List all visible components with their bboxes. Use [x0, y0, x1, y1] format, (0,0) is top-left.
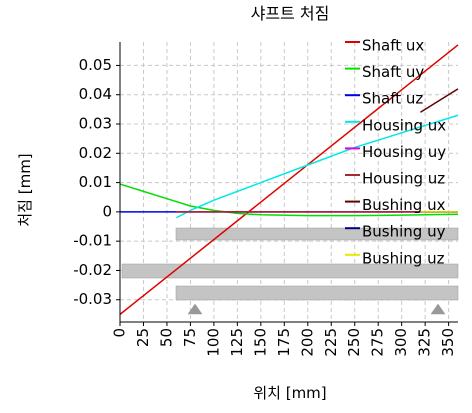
support — [430, 303, 446, 315]
series-line — [175, 114, 459, 219]
housing-shape — [175, 227, 459, 241]
legend-label: Shaft uz — [362, 90, 423, 108]
x-axis-label: 위치 [mm] — [253, 384, 326, 402]
y-tick-label: 0.05 — [79, 56, 112, 74]
y-tick-label: -0.02 — [73, 261, 112, 279]
legend-label: Bushing uz — [362, 249, 445, 267]
series-line — [420, 88, 459, 113]
x-tick-label: 75 — [181, 328, 199, 347]
y-tick-label: 0 — [102, 202, 112, 220]
legend-label: Bushing uy — [362, 223, 446, 241]
legend-label: Bushing ux — [362, 196, 446, 214]
legend: Shaft ux Shaft uy Shaft uz Housing ux Housin… — [345, 37, 446, 267]
plot — [119, 44, 459, 315]
x-tick-label: 350 — [439, 328, 457, 357]
y-tick-label: -0.03 — [73, 290, 112, 308]
series-line — [119, 44, 459, 315]
x-tick-label: 325 — [416, 328, 434, 357]
x-tick-label: 225 — [322, 328, 340, 357]
x-tick-label: 175 — [275, 328, 293, 357]
housing-shape — [175, 285, 459, 301]
x-tick-label: 300 — [392, 328, 410, 357]
geometry — [121, 227, 459, 315]
y-axis-label: 처짐 [mm] — [16, 153, 34, 226]
x-tick-label: 150 — [251, 328, 269, 357]
x-tick-label: 200 — [298, 328, 316, 357]
support — [187, 303, 203, 315]
series-line — [119, 183, 459, 217]
x-tick-label: 275 — [369, 328, 387, 357]
x-tick-label: 250 — [345, 328, 363, 357]
shaft-shape — [121, 263, 459, 279]
x-tick-label: 50 — [157, 328, 175, 347]
x-tick-label: 0 — [111, 328, 129, 338]
y-tick-label: -0.01 — [73, 232, 112, 250]
x-tick-label: 100 — [204, 328, 222, 357]
x-tick-label: 25 — [134, 328, 152, 347]
legend-label: Housing uy — [362, 143, 446, 161]
y-tick-label: 0.02 — [79, 144, 112, 162]
x-tick-label: 125 — [228, 328, 246, 357]
y-tick-label: 0.04 — [79, 85, 112, 103]
legend-label: Shaft uy — [362, 63, 424, 81]
legend-label: Shaft ux — [362, 37, 424, 55]
y-tick-label: 0.01 — [79, 173, 112, 191]
chart-title: 샤프트 처짐 — [251, 4, 330, 23]
legend-label: Housing uz — [362, 170, 445, 188]
legend-label: Housing ux — [362, 116, 446, 134]
y-tick-label: 0.03 — [79, 115, 112, 133]
